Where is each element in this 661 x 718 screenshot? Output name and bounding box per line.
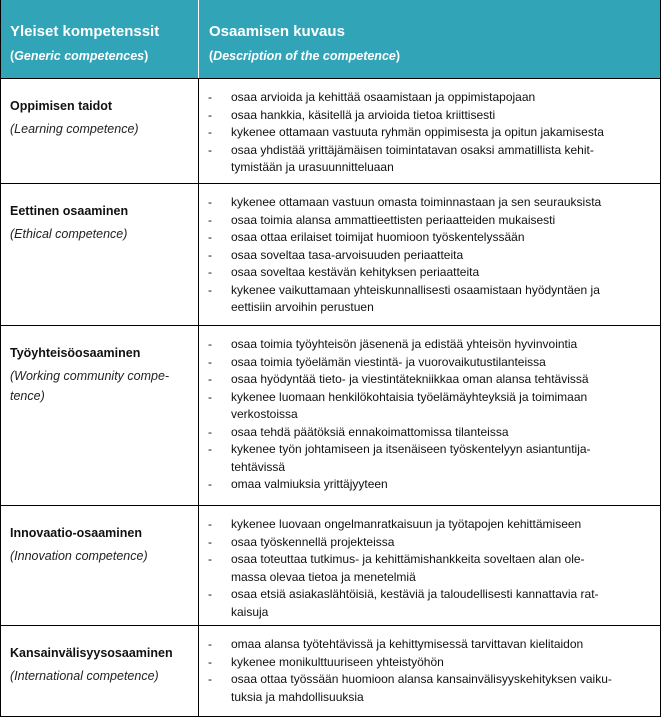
list-item: osaa soveltaa kestävän kehityksen periaa… — [206, 264, 601, 282]
list-item: osaa toteuttaa tutkimus- ja kehittämisha… — [206, 551, 599, 586]
header-col1-subtitle: Generic competences — [14, 49, 145, 63]
list-item: osaa toimia työelämän viestintä- ja vuor… — [206, 354, 591, 372]
competence-subtitle: Learning competence — [14, 122, 135, 136]
competence-subtitle: International competence — [14, 669, 155, 683]
competence-description-list: omaa alansa työtehtävissä ja kehittymise… — [206, 636, 612, 706]
competence-label: Työyhteisöosaaminen (Working community c… — [10, 340, 169, 406]
list-item: kykenee ottamaan vastuun omasta toiminna… — [206, 194, 601, 212]
competence-label: Innovaatio-osaaminen (Innovation compete… — [10, 520, 148, 566]
list-item: kykenee monikulttuuriseen yhteistyöhön — [206, 654, 612, 672]
list-item: kykenee luomaan henkilökohtaisia työeläm… — [206, 389, 591, 424]
competence-subtitle: Innovation competence — [14, 549, 144, 563]
list-item: omaa valmiuksia yrittäjyyteen — [206, 476, 591, 494]
header-col2-subtitle: Description of the competence — [213, 49, 396, 63]
list-item: osaa arvioida ja kehittää osaamistaan ja… — [206, 89, 604, 107]
list-item: osaa etsiä asiakaslähtöisiä, kestäviä ja… — [206, 586, 599, 621]
competence-description-list: osaa arvioida ja kehittää osaamistaan ja… — [206, 89, 604, 177]
list-item: osaa toimia alansa ammattieettisten peri… — [206, 212, 601, 230]
competence-title: Kansainvälisyysosaaminen — [10, 646, 173, 660]
header-col1-title: Yleiset kompetenssit — [10, 23, 160, 40]
column-divider — [198, 0, 199, 78]
table-row: Työyhteisöosaaminen (Working community c… — [1, 325, 660, 493]
list-item: osaa ottaa työssään huomioon alansa kans… — [206, 671, 612, 706]
list-item: osaa työskennellä projekteissa — [206, 534, 599, 552]
table-row: Eettinen osaaminen (Ethical competence) … — [1, 183, 660, 314]
competence-description-list: kykenee ottamaan vastuun omasta toiminna… — [206, 194, 601, 317]
list-item: kykenee ottamaan vastuuta ryhmän oppimis… — [206, 124, 604, 142]
competence-subtitle: Working community compe- tence — [10, 369, 170, 403]
list-item: osaa yhdistää yrittäjämäisen toimintatav… — [206, 142, 604, 177]
competence-title: Eettinen osaaminen — [10, 204, 129, 218]
competence-title: Oppimisen taidot — [10, 99, 113, 113]
table-row: Kansainvälisyysosaaminen (International … — [1, 625, 660, 704]
header-col2-title: Osaamisen kuvaus — [209, 23, 345, 40]
competence-title: Työyhteisöosaaminen — [10, 346, 141, 360]
list-item: kykenee luovaan ongelmanratkaisuun ja ty… — [206, 516, 599, 534]
column-divider — [198, 78, 199, 716]
list-item: kykenee vaikuttamaan yhteiskunnallisesti… — [206, 282, 601, 317]
list-item: kykenee työn johtamiseen ja itsenäiseen … — [206, 441, 591, 476]
table-row: Oppimisen taidot (Learning competence) o… — [1, 78, 660, 174]
competence-subtitle: Ethical competence — [14, 227, 124, 241]
competence-label: Kansainvälisyysosaaminen (International … — [10, 640, 173, 686]
competence-label: Oppimisen taidot (Learning competence) — [10, 93, 139, 139]
list-item: osaa hyödyntää tieto- ja viestintäteknii… — [206, 371, 591, 389]
table-row: Innovaatio-osaaminen (Innovation compete… — [1, 505, 660, 619]
competence-description-list: osaa toimia työyhteisön jäsenenä ja edis… — [206, 336, 591, 494]
list-item: omaa alansa työtehtävissä ja kehittymise… — [206, 636, 612, 654]
list-item: osaa soveltaa tasa-arvoisuuden periaatte… — [206, 247, 601, 265]
table-header: Yleiset kompetenssit (Generic competence… — [1, 0, 660, 78]
competence-title: Innovaatio-osaaminen — [10, 526, 142, 540]
list-item: osaa tehdä päätöksiä ennakoimattomissa t… — [206, 424, 591, 442]
competence-description-list: kykenee luovaan ongelmanratkaisuun ja ty… — [206, 516, 599, 621]
list-item: osaa toimia työyhteisön jäsenenä ja edis… — [206, 336, 591, 354]
list-item: osaa ottaa erilaiset toimijat huomioon t… — [206, 229, 601, 247]
header-col2: Osaamisen kuvaus (Description of the com… — [209, 18, 400, 66]
competence-label: Eettinen osaaminen (Ethical competence) — [10, 198, 128, 244]
list-item: osaa hankkia, käsitellä ja arvioida tiet… — [206, 107, 604, 125]
header-col1: Yleiset kompetenssit (Generic competence… — [10, 18, 159, 66]
